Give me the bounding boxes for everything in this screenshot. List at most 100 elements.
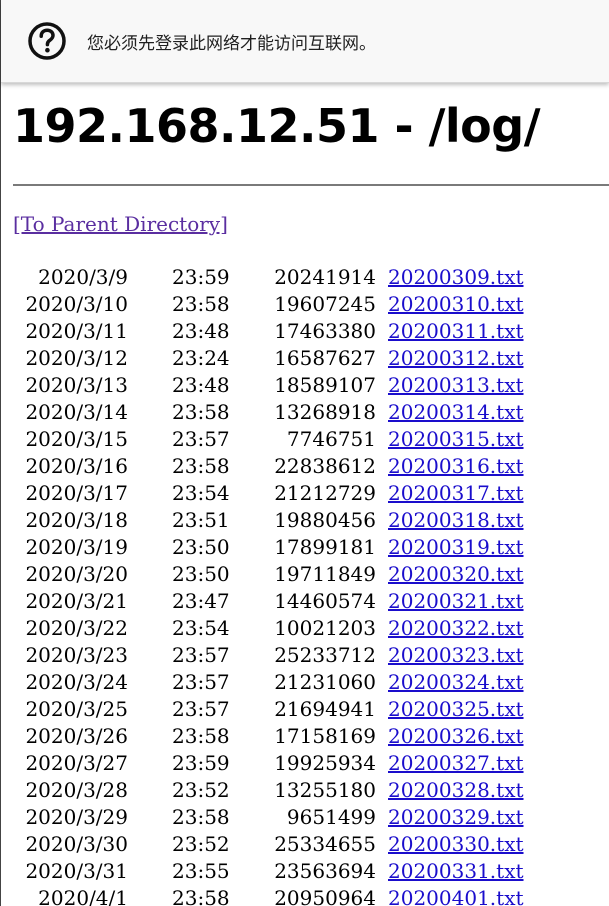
window-edge	[0, 0, 1, 906]
file-date: 2020/3/24	[25, 670, 128, 694]
file-size: 13255180	[274, 778, 376, 802]
file-date: 2020/3/28	[25, 778, 128, 802]
file-row: 2020/3/12 23:24 16587627 20200312.txt	[0, 345, 609, 372]
captive-portal-banner[interactable]: 您必须先登录此网络才能访问互联网。	[1, 0, 609, 83]
file-row: 2020/3/27 23:59 19925934 20200327.txt	[0, 750, 609, 777]
file-time: 23:59	[172, 265, 230, 289]
file-date: 2020/3/12	[25, 346, 128, 370]
file-date: 2020/3/23	[25, 643, 128, 667]
file-link[interactable]: 20200321.txt	[388, 589, 524, 613]
file-row: 2020/3/15 23:57 7746751 20200315.txt	[0, 426, 609, 453]
file-link[interactable]: 20200324.txt	[388, 670, 524, 694]
file-link[interactable]: 20200329.txt	[388, 805, 524, 829]
file-row: 2020/3/23 23:57 25233712 20200323.txt	[0, 642, 609, 669]
file-row: 2020/3/29 23:58 9651499 20200329.txt	[0, 804, 609, 831]
file-link[interactable]: 20200322.txt	[388, 616, 524, 640]
file-link[interactable]: 20200310.txt	[388, 292, 524, 316]
file-time: 23:59	[172, 751, 230, 775]
file-time: 23:50	[172, 562, 230, 586]
file-link[interactable]: 20200312.txt	[388, 346, 524, 370]
file-listing: 2020/3/9 23:59 20241914 20200309.txt 2020/3/…	[0, 264, 609, 906]
file-time: 23:57	[172, 427, 230, 451]
file-row: 2020/3/31 23:55 23563694 20200331.txt	[0, 858, 609, 885]
file-time: 23:58	[172, 292, 230, 316]
file-size: 19925934	[274, 751, 376, 775]
file-link[interactable]: 20200319.txt	[388, 535, 524, 559]
file-link[interactable]: 20200328.txt	[388, 778, 524, 802]
file-row: 2020/3/14 23:58 13268918 20200314.txt	[0, 399, 609, 426]
file-row: 2020/4/1 23:58 20950964 20200401.txt	[0, 885, 609, 906]
file-size: 9651499	[286, 805, 376, 829]
file-row: 2020/3/17 23:54 21212729 20200317.txt	[0, 480, 609, 507]
file-link[interactable]: 20200309.txt	[388, 265, 524, 289]
file-row: 2020/3/18 23:51 19880456 20200318.txt	[0, 507, 609, 534]
file-date: 2020/3/26	[25, 724, 128, 748]
file-size: 13268918	[274, 400, 376, 424]
file-size: 10021203	[274, 616, 376, 640]
file-time: 23:54	[172, 616, 230, 640]
file-time: 23:52	[172, 832, 230, 856]
file-link[interactable]: 20200401.txt	[388, 886, 524, 906]
file-size: 25233712	[274, 643, 376, 667]
file-link[interactable]: 20200315.txt	[388, 427, 524, 451]
file-date: 2020/3/18	[25, 508, 128, 532]
file-date: 2020/3/16	[25, 454, 128, 478]
file-link[interactable]: 20200325.txt	[388, 697, 524, 721]
file-time: 23:50	[172, 535, 230, 559]
file-time: 23:24	[172, 346, 230, 370]
file-size: 17899181	[274, 535, 376, 559]
file-link[interactable]: 20200316.txt	[388, 454, 524, 478]
file-time: 23:58	[172, 400, 230, 424]
file-date: 2020/3/14	[25, 400, 128, 424]
file-size: 14460574	[274, 589, 376, 613]
file-time: 23:48	[172, 319, 230, 343]
file-link[interactable]: 20200323.txt	[388, 643, 524, 667]
file-link[interactable]: 20200330.txt	[388, 832, 524, 856]
file-time: 23:52	[172, 778, 230, 802]
file-time: 23:57	[172, 697, 230, 721]
file-date: 2020/3/13	[25, 373, 128, 397]
file-link[interactable]: 20200326.txt	[388, 724, 524, 748]
file-date: 2020/3/27	[25, 751, 128, 775]
file-link[interactable]: 20200320.txt	[388, 562, 524, 586]
file-time: 23:55	[172, 859, 230, 883]
file-size: 20241914	[274, 265, 376, 289]
file-row: 2020/3/10 23:58 19607245 20200310.txt	[0, 291, 609, 318]
file-link[interactable]: 20200331.txt	[388, 859, 524, 883]
file-size: 21231060	[274, 670, 376, 694]
file-date: 2020/3/20	[25, 562, 128, 586]
file-time: 23:58	[172, 724, 230, 748]
file-size: 19711849	[274, 562, 376, 586]
file-link[interactable]: 20200317.txt	[388, 481, 524, 505]
file-date: 2020/3/29	[25, 805, 128, 829]
file-row: 2020/3/30 23:52 25334655 20200330.txt	[0, 831, 609, 858]
file-row: 2020/3/21 23:47 14460574 20200321.txt	[0, 588, 609, 615]
file-link[interactable]: 20200327.txt	[388, 751, 524, 775]
file-date: 2020/3/15	[25, 427, 128, 451]
file-size: 18589107	[274, 373, 376, 397]
file-date: 2020/3/21	[25, 589, 128, 613]
file-date: 2020/4/1	[38, 886, 128, 906]
file-link[interactable]: 20200318.txt	[388, 508, 524, 532]
file-link[interactable]: 20200311.txt	[388, 319, 524, 343]
file-size: 19607245	[274, 292, 376, 316]
file-size: 25334655	[274, 832, 376, 856]
file-link[interactable]: 20200313.txt	[388, 373, 524, 397]
parent-directory-link[interactable]: [To Parent Directory]	[13, 212, 228, 236]
file-date: 2020/3/19	[25, 535, 128, 559]
file-size: 19880456	[274, 508, 376, 532]
file-row: 2020/3/26 23:58 17158169 20200326.txt	[0, 723, 609, 750]
file-row: 2020/3/13 23:48 18589107 20200313.txt	[0, 372, 609, 399]
file-time: 23:58	[172, 454, 230, 478]
file-row: 2020/3/19 23:50 17899181 20200319.txt	[0, 534, 609, 561]
file-date: 2020/3/9	[38, 265, 128, 289]
file-row: 2020/3/24 23:57 21231060 20200324.txt	[0, 669, 609, 696]
file-date: 2020/3/11	[25, 319, 128, 343]
file-size: 20950964	[274, 886, 376, 906]
file-row: 2020/3/16 23:58 22838612 20200316.txt	[0, 453, 609, 480]
file-date: 2020/3/17	[25, 481, 128, 505]
file-time: 23:47	[172, 589, 230, 613]
file-time: 23:48	[172, 373, 230, 397]
file-size: 21212729	[274, 481, 376, 505]
file-link[interactable]: 20200314.txt	[388, 400, 524, 424]
